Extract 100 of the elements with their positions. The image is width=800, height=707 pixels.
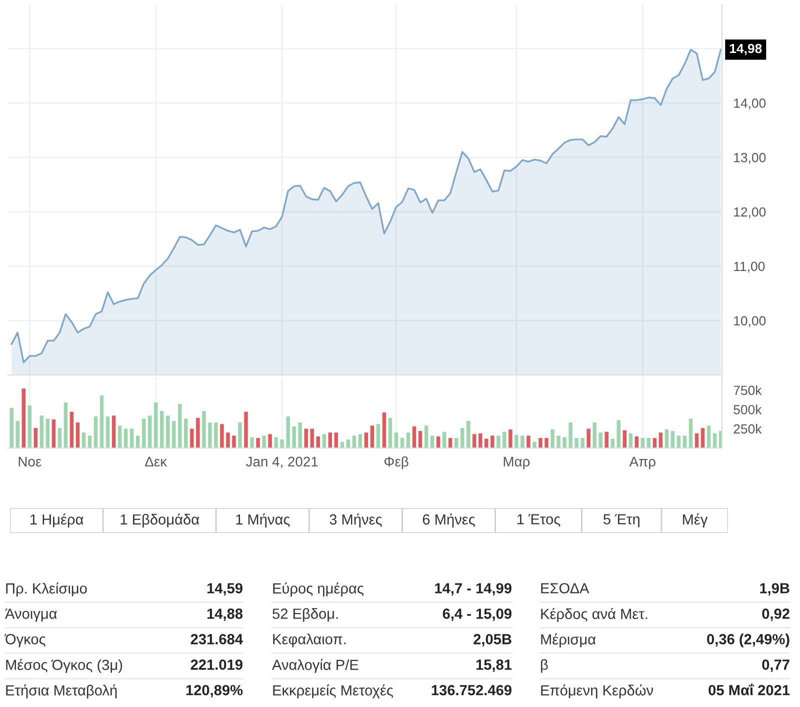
- bar: [268, 434, 272, 448]
- bar: [616, 420, 620, 448]
- text: Αναλογία P/E: [272, 658, 358, 673]
- bar: [28, 406, 32, 448]
- category-label: 1 Έτος: [517, 514, 560, 527]
- bar: [406, 432, 410, 448]
- text: Κέρδος ανά Μετ.: [541, 608, 648, 622]
- x-tick-label: Jan 4, 2021: [246, 456, 318, 468]
- bar: [190, 428, 194, 448]
- bar: [22, 388, 26, 448]
- text: Εκκρεμείς Μετοχές: [273, 684, 394, 698]
- bar: [538, 438, 542, 448]
- text: 120,89%: [186, 684, 243, 698]
- y-tick-label: 10,00: [734, 316, 766, 328]
- bar: [388, 418, 392, 448]
- bar: [514, 434, 518, 448]
- bar: [130, 428, 134, 448]
- x-tick-label: Νοε: [18, 456, 42, 467]
- bar: [76, 422, 80, 448]
- text: Πρ. Κλείσιμο: [6, 582, 87, 596]
- bar: [442, 432, 446, 448]
- text: 15,81: [476, 660, 512, 672]
- bar: [418, 431, 422, 448]
- bar: [64, 402, 68, 448]
- y-tick-label: 750k: [734, 385, 762, 396]
- category-label: 1 Εβδομάδα: [120, 513, 200, 528]
- y-tick-label: 13,00: [734, 152, 766, 164]
- bar: [40, 416, 44, 448]
- bar: [118, 426, 122, 448]
- bar: [124, 428, 128, 448]
- category-label: 5 Έτη: [603, 514, 640, 528]
- y-tick-label: 250k: [734, 424, 762, 434]
- bar: [226, 432, 230, 448]
- y-tick-label: 11,00: [734, 262, 765, 273]
- category-label: 1 Μήνας: [236, 513, 290, 528]
- bar: [166, 416, 170, 448]
- text: 05 Μαΐ 2021: [708, 684, 790, 696]
- text: 6,4 - 15,09: [442, 608, 512, 621]
- bar: [478, 433, 482, 448]
- data-label: 14,98: [730, 44, 762, 56]
- bar: [472, 434, 476, 448]
- bar: [424, 426, 428, 448]
- text: Άνοιγμα: [5, 608, 57, 622]
- bar: [88, 436, 92, 448]
- bar: [52, 419, 56, 448]
- y-tick-label: 12,00: [734, 207, 766, 218]
- bar: [214, 422, 218, 448]
- text: 2,05B: [474, 634, 512, 646]
- bar: [70, 412, 74, 448]
- bar: [136, 436, 140, 448]
- bar: [208, 422, 212, 448]
- bar: [112, 416, 116, 448]
- bar: [586, 428, 590, 448]
- bar: [196, 418, 200, 448]
- bar: [580, 438, 584, 448]
- bar: [178, 404, 182, 448]
- text: Μέσος Όγκος (3μ): [6, 658, 122, 673]
- text: Όγκος: [4, 634, 46, 648]
- category-label: 1 Ημέρα: [30, 513, 84, 528]
- y-tick-label: 14,00: [734, 98, 766, 110]
- bar: [106, 416, 110, 448]
- bar: [496, 436, 500, 448]
- text: ΕΣΟΔΑ: [541, 583, 590, 594]
- bar: [238, 422, 242, 448]
- bar: [82, 432, 86, 448]
- bar: [160, 410, 164, 448]
- bar: [292, 426, 296, 448]
- bar: [460, 428, 464, 448]
- category-label: 6 Μήνες: [422, 513, 475, 528]
- bar: [364, 432, 368, 448]
- bar: [706, 426, 711, 448]
- bar: [430, 436, 434, 448]
- bar: [58, 428, 62, 448]
- bar: [250, 437, 254, 448]
- bar: [382, 412, 386, 448]
- text: 0,36 (2,49%): [707, 634, 790, 648]
- x-tick-label: Φεβ: [384, 456, 408, 470]
- text: β: [541, 659, 548, 673]
- bar: [202, 410, 206, 448]
- bar: [532, 442, 536, 448]
- bar: [334, 432, 338, 448]
- bar: [412, 426, 416, 448]
- bar: [16, 420, 20, 448]
- bar: [244, 412, 248, 448]
- bar: [184, 418, 188, 448]
- text: 1,9B: [760, 583, 790, 596]
- bar: [148, 416, 152, 448]
- text: 136.752.469: [432, 684, 512, 696]
- text: Επόμενη Κερδών: [541, 684, 654, 698]
- bar: [676, 436, 681, 448]
- bar: [280, 440, 284, 448]
- bar: [352, 436, 356, 448]
- category-label: 3 Μήνες: [330, 513, 382, 528]
- bar: [310, 428, 314, 448]
- bar: [274, 437, 278, 448]
- x-tick-label: Μαρ: [504, 456, 530, 470]
- bar: [574, 438, 578, 448]
- text: Ετήσια Μεταβολή: [6, 684, 117, 698]
- bar: [484, 438, 488, 448]
- bar: [622, 430, 626, 448]
